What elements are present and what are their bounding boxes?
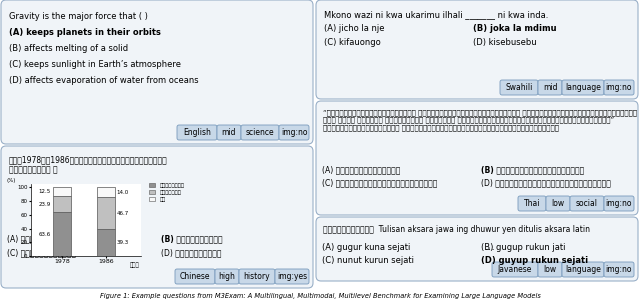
Bar: [53, 196, 70, 213]
FancyBboxPatch shape: [316, 217, 638, 281]
FancyBboxPatch shape: [538, 262, 562, 277]
Bar: [97, 197, 115, 229]
FancyBboxPatch shape: [177, 125, 217, 140]
Text: (A) gugur kuna sejati: (A) gugur kuna sejati: [322, 243, 410, 252]
Bar: [53, 213, 70, 256]
Text: English: English: [183, 128, 211, 137]
Text: ᬂᬄᬼᬄᭂᬁᭀᬄᬁᭀᬄ  Tulisan aksara jawa ing dhuwur yen ditulis aksara latin: ᬂᬄᬼᬄᭂᬁᭀᬄᬁᭀᬄ Tulisan aksara jawa ing dhuw…: [323, 225, 590, 234]
FancyBboxPatch shape: [538, 80, 562, 95]
Text: Swahili: Swahili: [506, 83, 532, 92]
Text: Figure 1: Example questions from M3Exam: A Multilingual, Multimodal, Multilevel : Figure 1: Example questions from M3Exam:…: [100, 293, 540, 299]
FancyBboxPatch shape: [546, 196, 570, 211]
Text: (B) 农村经济体制改革深化: (B) 农村经济体制改革深化: [161, 234, 223, 243]
Text: Thai: Thai: [524, 199, 540, 208]
Text: (A) 城市经济体制改革开始配套: (A) 城市经济体制改革开始配套: [7, 234, 76, 243]
Y-axis label: (%): (%): [6, 178, 16, 183]
Text: social: social: [576, 199, 598, 208]
Text: img:no: img:no: [605, 265, 632, 274]
Text: 39.3: 39.3: [116, 240, 129, 245]
Text: (A) keeps planets in their orbits: (A) keeps planets in their orbits: [9, 28, 161, 37]
FancyBboxPatch shape: [217, 125, 241, 140]
FancyBboxPatch shape: [518, 196, 546, 211]
Text: 14.0: 14.0: [116, 190, 129, 195]
Bar: [53, 188, 70, 196]
FancyBboxPatch shape: [239, 269, 275, 284]
Text: Gravity is the major force that ( ): Gravity is the major force that ( ): [9, 12, 148, 21]
Text: (A) ชายฝั่งอ่าวไทย: (A) ชายฝั่งอ่าวไทย: [322, 165, 401, 174]
Bar: [97, 188, 115, 197]
Text: language: language: [565, 83, 601, 92]
Text: (D) affects evaporation of water from oceans: (D) affects evaporation of water from oc…: [9, 76, 198, 85]
Text: (D) guyup rukun sejati: (D) guyup rukun sejati: [481, 256, 588, 265]
Text: 63.6: 63.6: [38, 232, 51, 237]
Text: (B) joka la mdimu: (B) joka la mdimu: [473, 24, 557, 33]
Text: science: science: [246, 128, 275, 137]
Text: Chinese: Chinese: [180, 272, 211, 281]
Text: 下图是1978年与1986年北京郊区男户主职业占比变化情况。这一变化
的产生主要是由于（ ）: 下图是1978年与1986年北京郊区男户主职业占比变化情况。这一变化 的产生主要…: [9, 155, 168, 174]
Text: (B) gugup rukun jati: (B) gugup rukun jati: [481, 243, 566, 252]
Text: (D) ชายฝั่งภาคใต้ด้านตะวันออก: (D) ชายฝั่งภาคใต้ด้านตะวันออก: [481, 178, 611, 187]
FancyBboxPatch shape: [500, 80, 538, 95]
FancyBboxPatch shape: [1, 0, 313, 144]
FancyBboxPatch shape: [604, 196, 634, 211]
Legend: 农（林、牧、渔）, 工（商、运等）, 其他: 农（林、牧、渔）, 工（商、运等）, 其他: [149, 183, 185, 202]
Text: “นักท่องเที่ยวคนะหนึ่ง เดินทางท่องเที่ยวทางเรือ ประทับใจกับภูมิประเทศที่สวย
งาม : “นักท่องเที่ยวคนะหนึ่ง เดินทางท่องเที่ยว…: [323, 109, 637, 131]
Text: (B) affects melting of a solid: (B) affects melting of a solid: [9, 44, 128, 53]
Text: (C) kifauongo: (C) kifauongo: [324, 38, 381, 47]
Text: low: low: [543, 265, 557, 274]
Text: img:yes: img:yes: [277, 272, 307, 281]
Text: (D) 城市产业结构日益完善: (D) 城市产业结构日益完善: [161, 248, 221, 257]
Text: mid: mid: [543, 83, 557, 92]
FancyBboxPatch shape: [492, 262, 538, 277]
FancyBboxPatch shape: [1, 146, 313, 288]
Text: (A) jicho la nje: (A) jicho la nje: [324, 24, 385, 33]
FancyBboxPatch shape: [562, 80, 604, 95]
Text: history: history: [244, 272, 270, 281]
Text: high: high: [219, 272, 236, 281]
FancyBboxPatch shape: [241, 125, 279, 140]
FancyBboxPatch shape: [604, 262, 634, 277]
Text: language: language: [565, 265, 601, 274]
Text: img:no: img:no: [605, 83, 632, 92]
FancyBboxPatch shape: [316, 101, 638, 215]
Text: (C) 城乡之间的差异呈缩小趋势: (C) 城乡之间的差异呈缩小趋势: [7, 248, 76, 257]
Text: img:no: img:no: [605, 199, 632, 208]
Text: (B) ชายฝั่งทะเลอันดามัน: (B) ชายฝั่งทะเลอันดามัน: [481, 165, 584, 174]
Text: 12.5: 12.5: [38, 189, 51, 194]
Bar: [97, 229, 115, 256]
Text: (C) ชายฝั่งทะเลภาคตะวันออก: (C) ชายฝั่งทะเลภาคตะวันออก: [322, 178, 437, 187]
Text: 23.9: 23.9: [38, 202, 51, 207]
Text: ...: ...: [484, 242, 495, 252]
FancyBboxPatch shape: [570, 196, 604, 211]
Text: low: low: [552, 199, 564, 208]
Text: mid: mid: [221, 128, 236, 137]
FancyBboxPatch shape: [316, 0, 638, 99]
Text: Javanese: Javanese: [498, 265, 532, 274]
FancyBboxPatch shape: [175, 269, 215, 284]
Text: 46.7: 46.7: [116, 210, 129, 216]
Text: img:no: img:no: [281, 128, 307, 137]
Text: (D) kisebusebu: (D) kisebusebu: [473, 38, 536, 47]
Text: Mkono wazi ni kwa ukarimu ilhali _______ ni kwa inda.: Mkono wazi ni kwa ukarimu ilhali _______…: [324, 10, 548, 19]
Text: (C) keeps sunlight in Earth’s atmosphere: (C) keeps sunlight in Earth’s atmosphere: [9, 60, 181, 69]
FancyBboxPatch shape: [279, 125, 309, 140]
FancyBboxPatch shape: [562, 262, 604, 277]
Text: (C) nunut kurun sejati: (C) nunut kurun sejati: [322, 256, 414, 265]
FancyBboxPatch shape: [604, 80, 634, 95]
Text: （年）: （年）: [130, 263, 140, 268]
FancyBboxPatch shape: [215, 269, 239, 284]
FancyBboxPatch shape: [275, 269, 309, 284]
